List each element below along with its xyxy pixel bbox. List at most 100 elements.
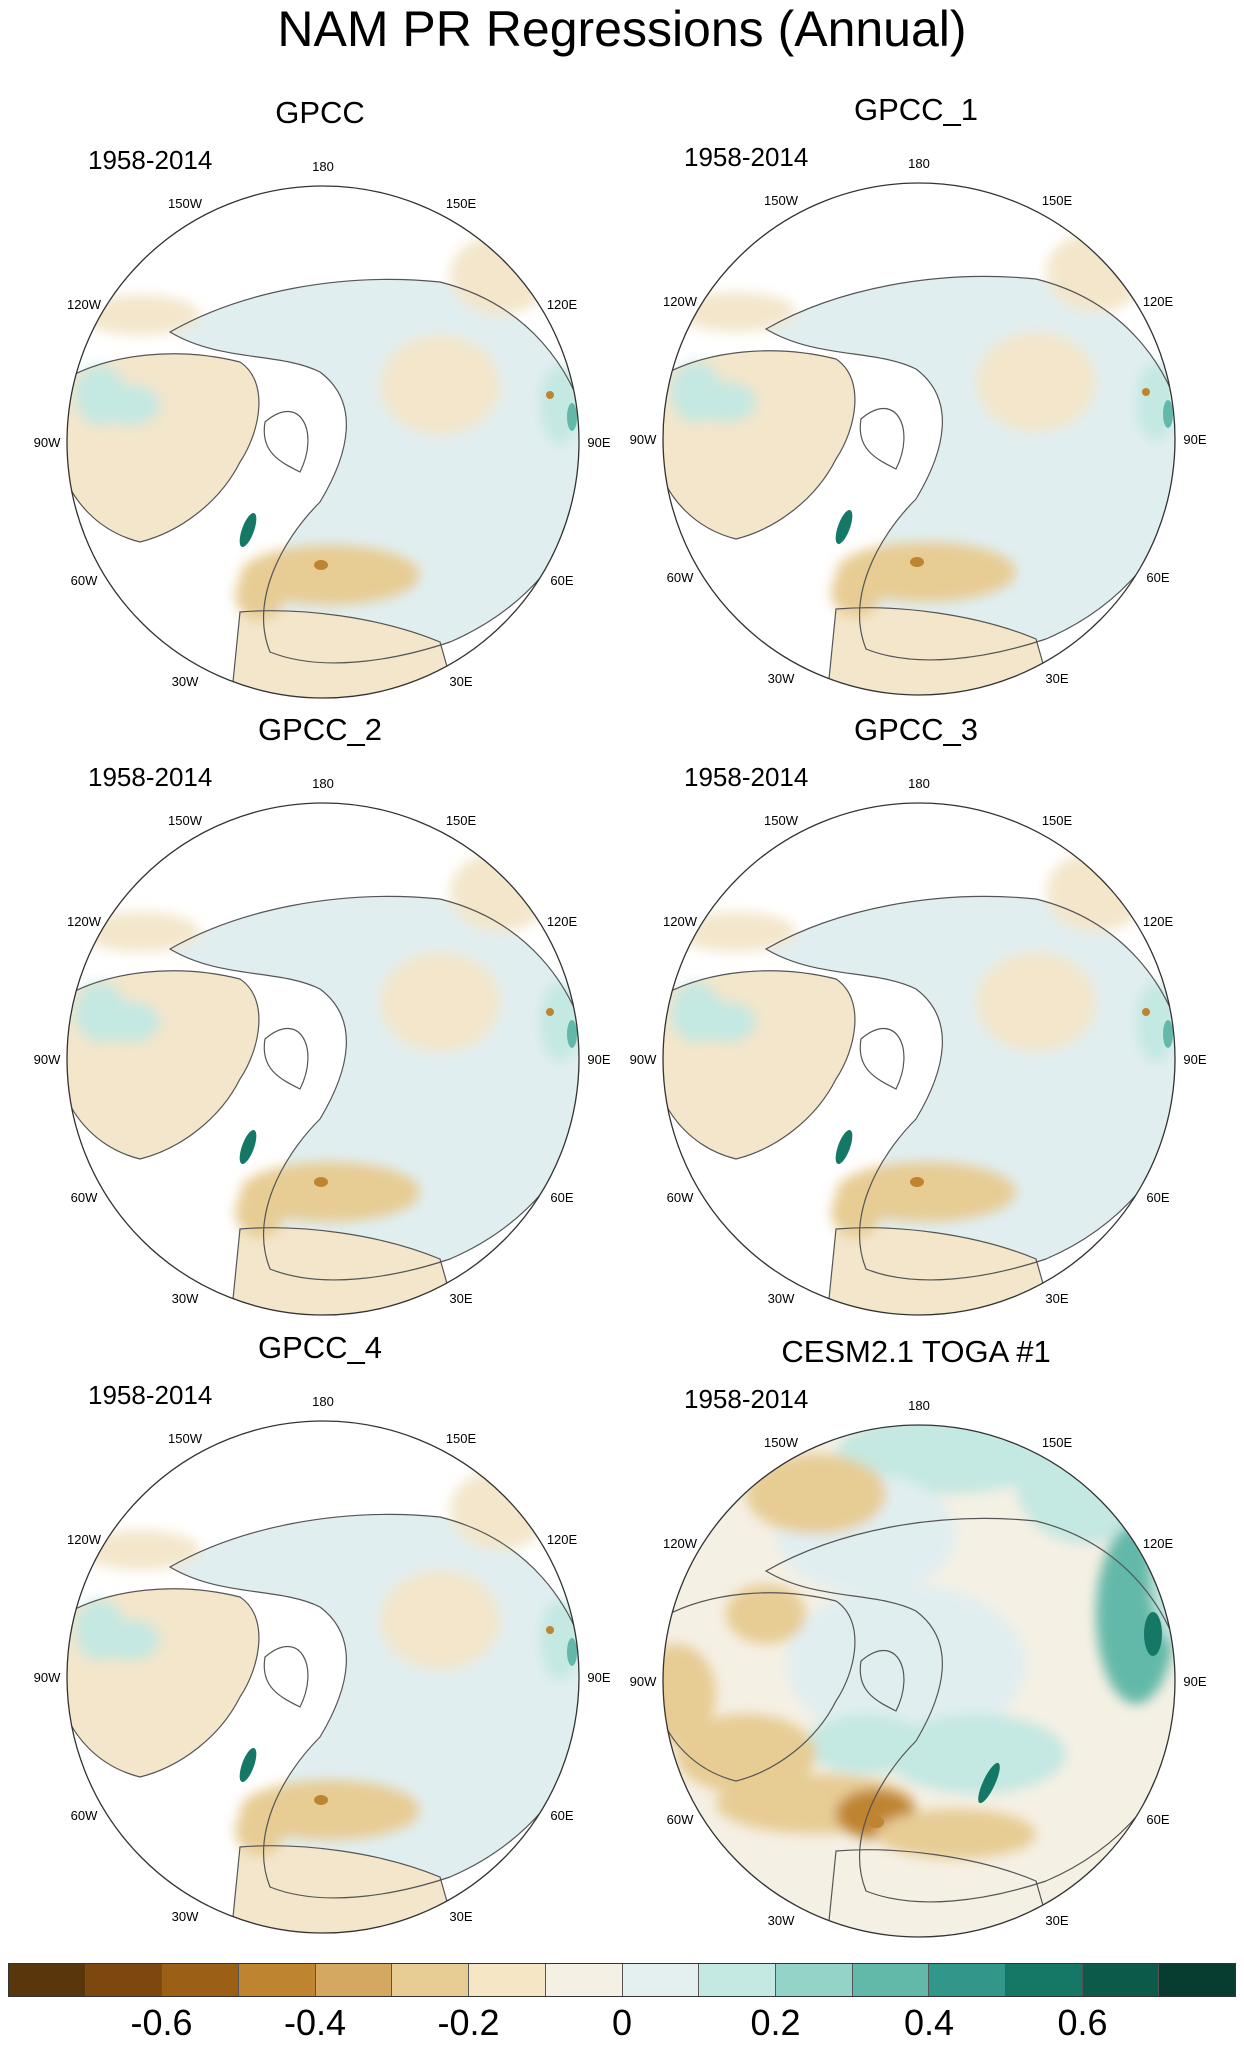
longitude-label: 180	[908, 1398, 930, 1413]
colorbar-tick-label: 0	[611, 2002, 633, 2043]
colorbar-swatch	[699, 1964, 776, 1996]
longitude-label: 60W	[71, 1808, 98, 1823]
map-panel: GPCC_2180150E120E90E60E30E030W60W90W120W…	[20, 712, 620, 1322]
map-boundary	[66, 802, 580, 1316]
map-boundary	[66, 185, 580, 699]
panel-period: 1958-2014	[684, 142, 809, 172]
colorbar-swatch	[929, 1964, 1006, 1996]
longitude-label: 150E	[1042, 193, 1073, 208]
longitude-label: 60E	[550, 573, 573, 588]
map-panel: GPCC_4180150E120E90E60E30E030W60W90W120W…	[20, 1330, 620, 1940]
map-boundary	[662, 182, 1176, 696]
longitude-label: 120E	[547, 914, 578, 929]
longitude-label: 120W	[663, 1536, 698, 1551]
longitude-label: 60W	[71, 573, 98, 588]
figure-title: NAM PR Regressions (Annual)	[277, 1, 967, 57]
map-boundary	[66, 1420, 580, 1934]
longitude-label: 30W	[172, 1909, 199, 1924]
colorbar-swatch	[392, 1964, 470, 1996]
longitude-label: 30W	[768, 1291, 795, 1306]
colorbar-swatch	[1159, 1964, 1235, 1996]
colorbar-swatch	[622, 1964, 700, 1996]
panel-title: GPCC_3	[853, 712, 979, 747]
longitude-label: 90E	[587, 1052, 610, 1067]
longitude-label: 120E	[547, 297, 578, 312]
longitude-label: 120W	[67, 297, 102, 312]
map-boundary	[662, 802, 1176, 1316]
colorbar-tick-label: 0.2	[750, 2002, 801, 2043]
panel-period: 1958-2014	[88, 1380, 213, 1410]
colorbar-swatch	[1082, 1964, 1160, 1996]
colorbar-swatch	[85, 1964, 163, 1996]
longitude-label: 90W	[34, 1670, 61, 1685]
longitude-label: 120E	[1143, 294, 1174, 309]
longitude-label: 120E	[1143, 914, 1174, 929]
panel-title: GPCC_4	[257, 1330, 383, 1365]
longitude-label: 90E	[1183, 432, 1206, 447]
longitude-label: 30E	[449, 1291, 472, 1306]
longitude-label: 30E	[1045, 1291, 1068, 1306]
longitude-label: 30W	[172, 674, 199, 689]
longitude-label: 150W	[168, 196, 203, 211]
panel-period: 1958-2014	[684, 762, 809, 792]
longitude-label: 150E	[446, 196, 477, 211]
polar-map: 180150E120E90E60E30E030W60W90W120W150W	[34, 1394, 611, 1934]
longitude-label: 150W	[764, 193, 799, 208]
colorbar-swatch	[775, 1964, 853, 1996]
colorbar-swatch	[239, 1964, 316, 1996]
longitude-label: 150W	[764, 1435, 799, 1450]
longitude-label: 90E	[1183, 1052, 1206, 1067]
longitude-label: 150E	[1042, 813, 1073, 828]
map-boundary	[662, 1424, 1176, 1938]
longitude-label: 60E	[1146, 1812, 1169, 1827]
longitude-label: 90W	[630, 432, 657, 447]
longitude-label: 90E	[587, 435, 610, 450]
longitude-label: 60W	[667, 1190, 694, 1205]
map-panel: CESM2.1 TOGA #1180150E120E90E60E30E030W6…	[616, 1334, 1216, 1944]
colorbar-swatch	[315, 1964, 393, 1996]
longitude-label: 150W	[168, 1431, 203, 1446]
longitude-label: 60W	[667, 1812, 694, 1827]
colorbar-swatch	[162, 1964, 240, 1996]
map-panel: GPCC_1180150E120E90E60E30E030W60W90W120W…	[616, 92, 1216, 702]
longitude-label: 30E	[449, 1909, 472, 1924]
longitude-label: 120W	[67, 1532, 102, 1547]
longitude-label: 60E	[1146, 570, 1169, 585]
map-panel: GPCC_3180150E120E90E60E30E030W60W90W120W…	[616, 712, 1216, 1322]
longitude-label: 60W	[71, 1190, 98, 1205]
panel-period: 1958-2014	[684, 1384, 809, 1414]
longitude-label: 120E	[1143, 1536, 1174, 1551]
polar-map: 180150E120E90E60E30E030W60W90W120W150W	[630, 1398, 1207, 1938]
longitude-label: 60E	[1146, 1190, 1169, 1205]
longitude-label: 30W	[768, 1913, 795, 1928]
longitude-label: 90E	[587, 1670, 610, 1685]
longitude-label: 150E	[446, 813, 477, 828]
longitude-label: 90W	[34, 435, 61, 450]
colorbar-tick-label: 0.4	[903, 2002, 955, 2043]
colorbar-swatch	[469, 1964, 546, 1996]
colorbar-swatch	[1005, 1964, 1083, 1996]
longitude-label: 90W	[630, 1052, 657, 1067]
longitude-label: 60E	[550, 1808, 573, 1823]
polar-map: 180150E120E90E60E30E030W60W90W120W150W	[34, 159, 611, 699]
longitude-label: 30E	[1045, 671, 1068, 686]
panel-title: GPCC	[275, 95, 365, 130]
polar-map: 180150E120E90E60E30E030W60W90W120W150W	[630, 156, 1207, 696]
longitude-label: 180	[908, 156, 930, 171]
colorbar-tick-label: -0.2	[437, 2002, 500, 2043]
longitude-label: 120W	[67, 914, 102, 929]
longitude-label: 180	[312, 776, 334, 791]
longitude-label: 180	[312, 159, 334, 174]
colorbar-swatch	[545, 1964, 623, 1996]
longitude-label: 120W	[663, 294, 698, 309]
longitude-label: 180	[908, 776, 930, 791]
panel-title: CESM2.1 TOGA #1	[781, 1334, 1051, 1369]
longitude-label: 30E	[1045, 1913, 1068, 1928]
panel-title: GPCC_1	[853, 92, 979, 127]
longitude-label: 30E	[449, 674, 472, 689]
polar-map: 180150E120E90E60E30E030W60W90W120W150W	[34, 776, 611, 1316]
longitude-label: 90E	[1183, 1674, 1206, 1689]
longitude-label: 150E	[446, 1431, 477, 1446]
longitude-label: 30W	[768, 671, 795, 686]
panel-title: GPCC_2	[257, 712, 383, 747]
